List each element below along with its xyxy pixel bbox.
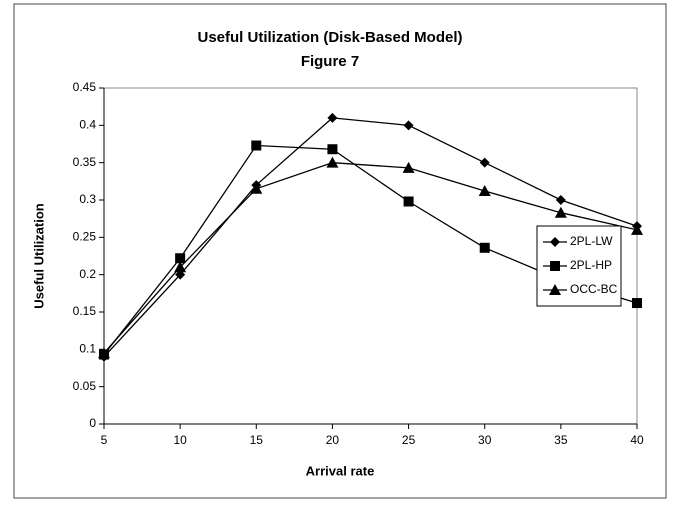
data-point bbox=[326, 156, 339, 168]
legend-label: 2PL-LW bbox=[570, 234, 613, 248]
series-line bbox=[103, 162, 638, 354]
data-point bbox=[554, 206, 567, 218]
y-axis-title: Useful Utilization bbox=[31, 203, 46, 309]
chart-subtitle: Figure 7 bbox=[301, 53, 359, 70]
legend-label: 2PL-HP bbox=[570, 258, 612, 272]
data-point bbox=[98, 347, 110, 359]
legend-label: OCC-BC bbox=[570, 282, 618, 296]
data-point bbox=[402, 161, 415, 173]
y-tick-label: 0 bbox=[89, 416, 96, 430]
chart-title: Useful Utilization (Disk-Based Model) bbox=[197, 29, 462, 46]
x-tick-label: 30 bbox=[478, 433, 492, 447]
data-point bbox=[327, 112, 338, 123]
y-tick-label: 0.3 bbox=[79, 192, 96, 206]
x-tick-label: 40 bbox=[630, 433, 644, 447]
y-tick-label: 0.35 bbox=[73, 155, 97, 169]
x-tick-label: 5 bbox=[101, 433, 108, 447]
legend-marker bbox=[550, 261, 560, 271]
x-tick-label: 10 bbox=[173, 433, 187, 447]
y-tick-label: 0.1 bbox=[79, 342, 96, 356]
data-point bbox=[631, 223, 643, 235]
x-tick-label: 15 bbox=[250, 433, 264, 447]
data-point bbox=[251, 140, 262, 151]
data-point bbox=[174, 261, 187, 273]
data-point bbox=[250, 182, 263, 194]
data-point bbox=[403, 196, 414, 207]
data-point bbox=[327, 144, 338, 155]
series-line bbox=[103, 117, 638, 358]
legend-marker bbox=[549, 284, 561, 295]
data-point bbox=[555, 195, 566, 205]
y-tick-label: 0.2 bbox=[79, 267, 96, 281]
y-tick-label: 0.4 bbox=[79, 118, 96, 132]
data-point bbox=[479, 242, 490, 253]
x-tick-label: 20 bbox=[326, 433, 340, 447]
y-tick-label: 0.15 bbox=[73, 304, 97, 318]
data-point bbox=[175, 253, 186, 264]
x-tick-label: 35 bbox=[554, 433, 568, 447]
y-tick-label: 0.45 bbox=[73, 80, 97, 94]
data-point bbox=[479, 157, 490, 168]
data-point bbox=[632, 298, 642, 309]
legend-marker bbox=[550, 237, 560, 247]
x-axis-title: Arrival rate bbox=[306, 463, 375, 478]
y-tick-label: 0.05 bbox=[73, 379, 97, 393]
x-tick-label: 25 bbox=[402, 433, 416, 447]
data-point bbox=[478, 185, 491, 197]
y-tick-label: 0.25 bbox=[73, 230, 97, 244]
data-point bbox=[403, 120, 414, 131]
